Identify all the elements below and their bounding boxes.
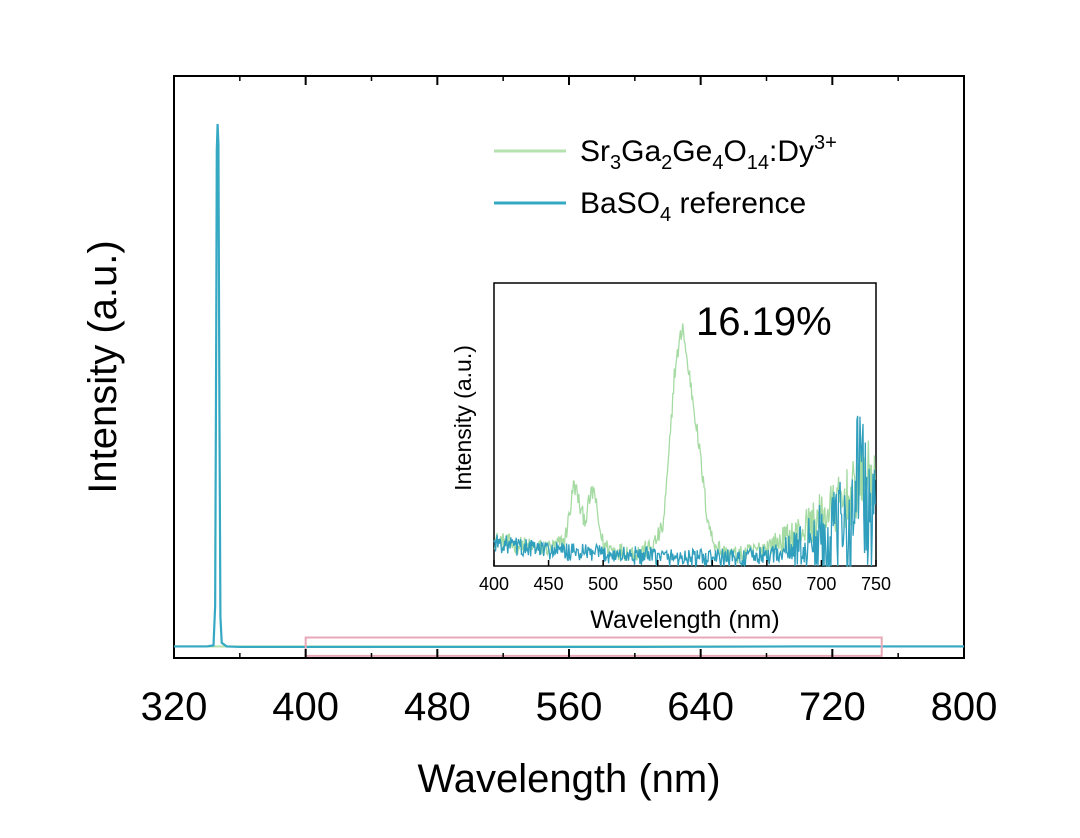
inset-x-tick-label: 600 <box>697 574 727 594</box>
main-tick-labels: 320 400 480 560 640 720 800 <box>141 685 998 729</box>
legend: Sr3Ga2Ge4O14:Dy3+ BaSO4 reference <box>494 132 837 226</box>
main-x-tick-label: 400 <box>272 685 339 729</box>
inset-ticks <box>493 560 877 566</box>
main-x-tick-label: 720 <box>799 685 866 729</box>
main-x-tick-label: 320 <box>141 685 208 729</box>
inset-plot: 400 450 500 550 600 650 700 750 16.19% Waveleng… <box>450 282 891 634</box>
main-x-tick-label: 480 <box>404 685 471 729</box>
inset-x-axis-label: Wavelength (nm) <box>590 606 779 634</box>
inset-x-tick-label: 750 <box>861 574 891 594</box>
main-y-axis-label: Intensity (a.u.) <box>81 240 125 493</box>
inset-x-tick-label: 400 <box>479 574 509 594</box>
main-x-tick-label: 800 <box>931 685 998 729</box>
inset-x-tick-label: 700 <box>806 574 836 594</box>
inset-series-reference <box>493 415 876 569</box>
inset-x-tick-label: 450 <box>534 574 564 594</box>
inset-x-tick-label: 500 <box>588 574 618 594</box>
inset-x-tick-label: 550 <box>643 574 673 594</box>
inset-series-layer <box>493 323 876 569</box>
inset-annotation-value: 16.19% <box>696 300 832 344</box>
main-series-reference <box>174 123 964 649</box>
zoom-region-box <box>304 636 883 657</box>
inset-x-tick-label: 650 <box>752 574 782 594</box>
main-ticks <box>173 76 965 658</box>
inset-series-sample <box>493 323 876 564</box>
main-x-tick-label: 560 <box>536 685 603 729</box>
inset-tick-labels: 400 450 500 550 600 650 700 750 <box>479 574 891 594</box>
legend-label-reference: BaSO4 reference <box>580 187 806 226</box>
legend-label-sample: Sr3Ga2Ge4O14:Dy3+ <box>580 132 837 174</box>
main-x-tick-label: 640 <box>667 685 734 729</box>
main-x-axis-label: Wavelength (nm) <box>417 757 720 801</box>
inset-y-axis-label: Intensity (a.u.) <box>450 345 476 491</box>
